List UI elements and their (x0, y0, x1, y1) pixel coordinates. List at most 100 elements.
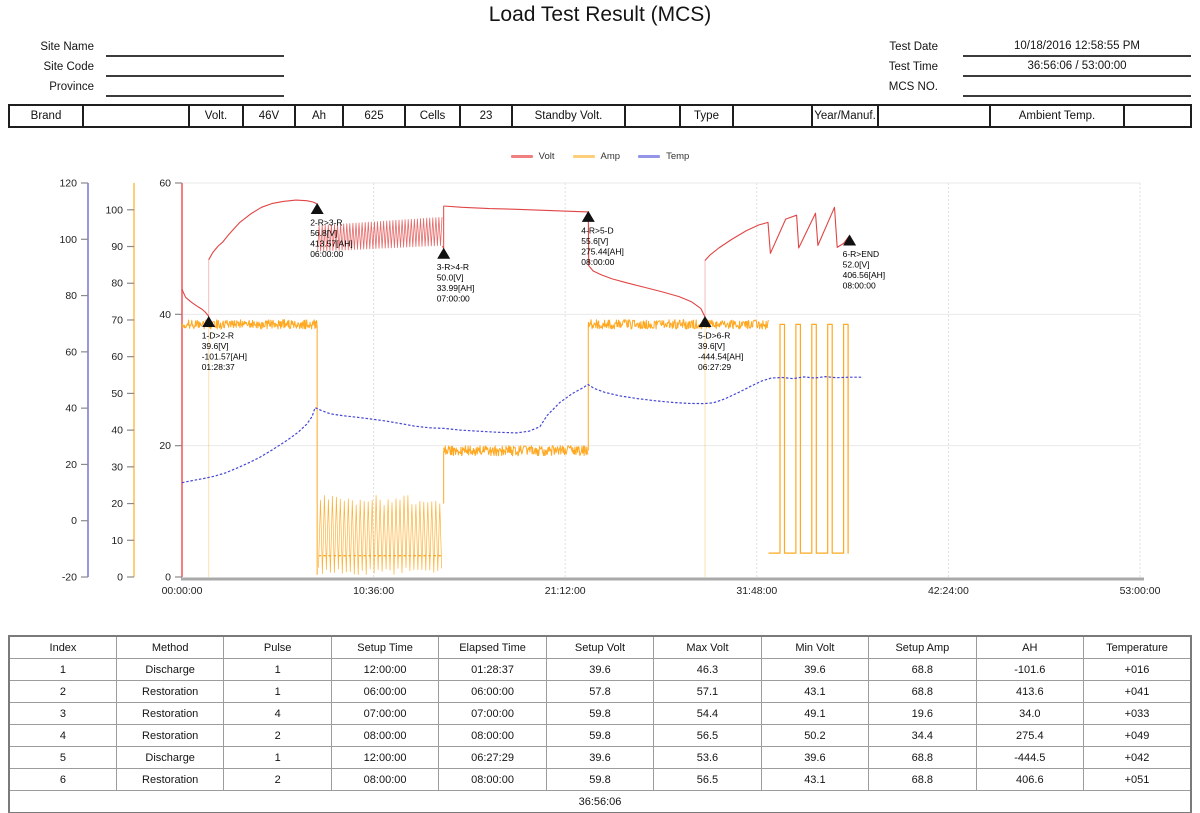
cell-method: Discharge (115, 746, 225, 769)
amp-line-swatch (572, 154, 595, 158)
spec-ambient-temp-label: Ambient Temp. (991, 106, 1125, 126)
cell-pulse: 2 (223, 724, 332, 747)
spec-cells-label: Cells (406, 106, 461, 126)
cell-ah: 413.6 (975, 680, 1085, 703)
svg-text:30: 30 (111, 461, 123, 473)
cell-temperature: +051 (1083, 768, 1192, 791)
cell-setup-time: 08:00:00 (330, 724, 440, 747)
total-elapsed-time: 36:56:06 (8, 790, 1192, 813)
site-name-row: Site Name (0, 37, 600, 57)
spec-brand-value (84, 106, 190, 126)
col-setup-time: Setup Time (330, 635, 440, 659)
result-table-body: 1 Discharge 1 12:00:00 01:28:37 39.6 46.… (8, 658, 1192, 791)
cell-pulse: 1 (223, 658, 332, 681)
cell-method: Discharge (115, 658, 225, 681)
cell-elapsed-time: 07:00:00 (438, 702, 547, 725)
svg-text:-444.54[AH]: -444.54[AH] (698, 352, 743, 362)
legend-amp-label: Amp (600, 150, 621, 162)
svg-text:120: 120 (59, 178, 77, 190)
svg-text:10:36:00: 10:36:00 (353, 585, 394, 597)
cell-max-volt: 53.6 (653, 746, 762, 769)
spec-type-value (734, 106, 813, 126)
svg-text:08:00:00: 08:00:00 (843, 281, 876, 291)
table-row: 3 Restoration 4 07:00:00 07:00:00 59.8 5… (8, 702, 1192, 725)
test-time-row: Test Time 36:56:06 / 53:00:00 (600, 57, 1200, 77)
page-title: Load Test Result (MCS) (488, 3, 712, 26)
cell-index: 5 (8, 746, 117, 769)
spec-volt-label: Volt. (190, 106, 244, 126)
svg-text:80: 80 (65, 290, 77, 302)
cell-min-volt: 43.1 (760, 680, 870, 703)
province-row: Province (0, 77, 600, 97)
mcs-no-value (963, 77, 1191, 97)
svg-text:55.6[V]: 55.6[V] (581, 236, 608, 246)
col-min-volt: Min Volt (760, 635, 870, 659)
table-row: 2 Restoration 1 06:00:00 06:00:00 57.8 5… (8, 680, 1192, 703)
svg-text:10: 10 (111, 535, 123, 547)
cell-temperature: +016 (1083, 658, 1192, 681)
spec-standby-volt-label: Standby Volt. (513, 106, 626, 126)
svg-text:406.56[AH]: 406.56[AH] (843, 270, 886, 280)
cell-method: Restoration (115, 724, 225, 747)
spec-volt-value: 46V (244, 106, 296, 126)
svg-text:52.0[V]: 52.0[V] (843, 260, 870, 270)
cell-index: 2 (8, 680, 117, 703)
svg-text:50.0[V]: 50.0[V] (437, 273, 464, 283)
cell-pulse: 1 (223, 680, 332, 703)
table-row: 6 Restoration 2 08:00:00 08:00:00 59.8 5… (8, 768, 1192, 791)
result-table: Index Method Pulse Setup Time Elapsed Ti… (8, 635, 1192, 813)
spec-standby-volt-value (626, 106, 681, 126)
svg-text:100: 100 (59, 234, 77, 246)
temp-line-swatch (638, 154, 661, 158)
col-index: Index (8, 635, 117, 659)
svg-text:20: 20 (111, 498, 123, 510)
svg-text:21:12:00: 21:12:00 (545, 585, 586, 597)
spec-ah-value: 625 (344, 106, 406, 126)
cell-setup-amp: 19.6 (868, 702, 977, 725)
mcs-no-label: MCS NO. (888, 81, 938, 93)
province-field (106, 77, 284, 97)
chart-series-temp (181, 376, 862, 484)
col-max-volt: Max Volt (653, 635, 762, 659)
spec-type-label: Type (681, 106, 734, 126)
cell-ah: -444.5 (975, 746, 1085, 769)
chart-series-volt (181, 199, 851, 318)
svg-text:39.6[V]: 39.6[V] (698, 341, 725, 351)
cell-max-volt: 46.3 (653, 658, 762, 681)
test-date-row: Test Date 10/18/2016 12:58:55 PM (600, 37, 1200, 57)
cell-index: 6 (8, 768, 117, 791)
cell-setup-time: 06:00:00 (330, 680, 440, 703)
cell-index: 3 (8, 702, 117, 725)
cell-elapsed-time: 08:00:00 (438, 724, 547, 747)
svg-text:01:28:37: 01:28:37 (202, 362, 235, 372)
svg-text:100: 100 (105, 204, 123, 216)
svg-text:4-R>5-D: 4-R>5-D (581, 225, 613, 235)
mcs-no-row: MCS NO. (600, 77, 1200, 97)
cell-elapsed-time: 06:27:29 (438, 746, 547, 769)
cell-ah: -101.6 (975, 658, 1085, 681)
col-elapsed-time: Elapsed Time (438, 635, 547, 659)
legend-item-temp: Temp (638, 151, 689, 162)
cell-method: Restoration (115, 680, 225, 703)
cell-index: 1 (8, 658, 117, 681)
province-label: Province (49, 81, 94, 93)
chart-series-amp (181, 319, 849, 577)
svg-text:6-R>END: 6-R>END (843, 249, 880, 259)
svg-text:20: 20 (65, 459, 77, 471)
test-date-label: Test Date (889, 41, 938, 53)
col-setup-amp: Setup Amp (868, 635, 977, 659)
svg-text:2-R>3-R: 2-R>3-R (310, 218, 342, 228)
chart-annotations: 1-D>2-R39.6[V]-101.57[AH]01:28:372-R>3-R… (202, 203, 885, 372)
cell-setup-volt: 57.8 (545, 680, 655, 703)
cell-setup-amp: 68.8 (868, 768, 977, 791)
svg-text:1-D>2-R: 1-D>2-R (202, 331, 234, 341)
cell-ah: 275.4 (975, 724, 1085, 747)
svg-text:07:00:00: 07:00:00 (437, 294, 470, 304)
cell-setup-time: 08:00:00 (330, 768, 440, 791)
site-code-label: Site Code (43, 61, 94, 73)
col-setup-volt: Setup Volt (545, 635, 655, 659)
chart-axes: 0 20 40 60 0 10 20 30 40 50 60 70 80 90 100 -20 0 20 40 60 8… (59, 178, 1160, 598)
cell-setup-volt: 59.8 (545, 724, 655, 747)
svg-text:08:00:00: 08:00:00 (581, 257, 614, 267)
